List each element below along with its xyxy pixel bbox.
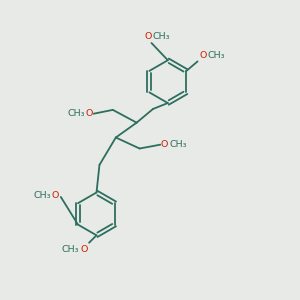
Text: CH₃: CH₃ bbox=[169, 140, 187, 148]
Text: CH₃: CH₃ bbox=[67, 109, 85, 118]
Text: O: O bbox=[144, 32, 152, 40]
Text: CH₃: CH₃ bbox=[34, 191, 51, 200]
Text: CH₃: CH₃ bbox=[153, 32, 170, 40]
Text: O: O bbox=[52, 191, 59, 200]
Text: CH₃: CH₃ bbox=[207, 51, 225, 60]
Text: O: O bbox=[199, 51, 206, 60]
Text: O: O bbox=[80, 245, 88, 254]
Text: CH₃: CH₃ bbox=[62, 245, 79, 254]
Text: O: O bbox=[85, 109, 93, 118]
Text: O: O bbox=[161, 140, 168, 148]
